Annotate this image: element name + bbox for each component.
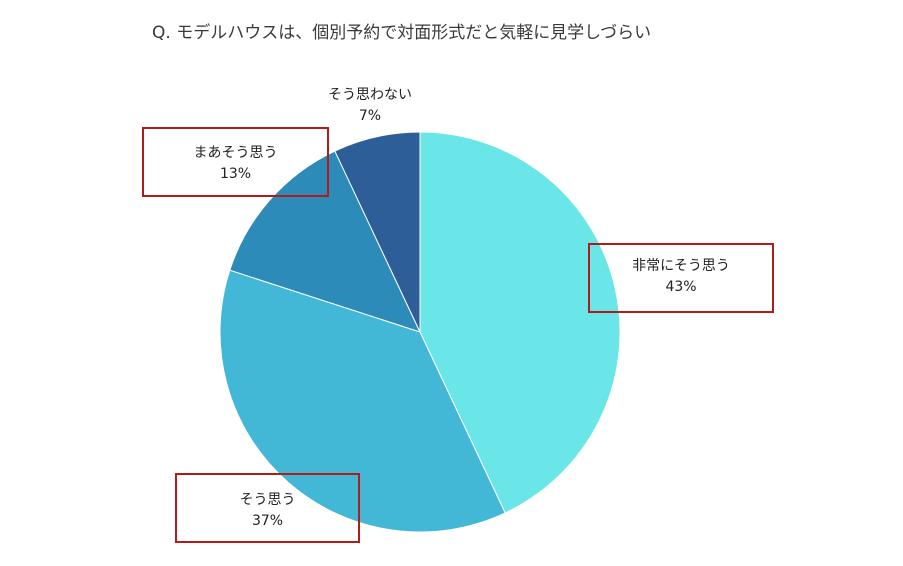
slice-label-somewhat-value: 13% [219,166,252,182]
slice-label-very-much-text: 非常にそう思う [632,258,730,274]
slice-label-disagree: そう思わない 7% [300,85,440,127]
pie-slice-agree [219,269,506,533]
slice-label-agree-text: そう思う [239,492,296,508]
pie-slice-disagree [334,131,421,333]
slice-label-agree-value: 37% [251,513,284,529]
slice-label-agree: そう思う 37% [175,490,360,532]
slice-label-somewhat: まあそう思う 13% [142,143,329,185]
slice-label-disagree-text: そう思わない [328,87,412,103]
highlight-box-agree [175,473,360,543]
pie-slice-very-much [419,131,621,514]
highlight-box-somewhat [142,127,329,197]
slice-label-disagree-value: 7% [358,108,382,124]
highlight-box-very-much [588,243,774,313]
slice-label-very-much: 非常にそう思う 43% [588,256,774,298]
slice-label-very-much-value: 43% [665,279,697,295]
chart-title: Q. モデルハウスは、個別予約で対面形式だと気軽に見学しづらい [152,23,652,43]
slice-label-somewhat-text: まあそう思う [193,145,278,161]
